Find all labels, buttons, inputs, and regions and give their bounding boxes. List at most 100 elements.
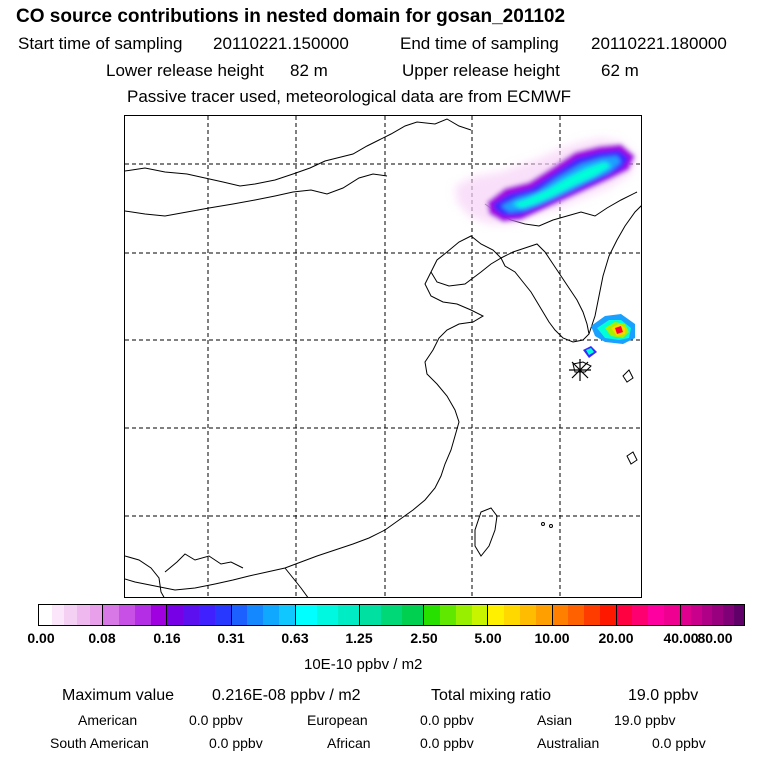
color-scale-swatch xyxy=(247,605,264,625)
color-scale-swatch xyxy=(552,605,569,625)
region-value: 0.0 ppbv xyxy=(420,735,474,751)
color-scale-swatch xyxy=(103,605,119,625)
color-scale-swatch xyxy=(337,605,359,625)
color-scale-swatch xyxy=(504,605,520,625)
color-scale-tick-label: 0.63 xyxy=(281,630,309,646)
color-scale-swatch xyxy=(118,605,135,625)
color-scale-swatch xyxy=(733,605,745,625)
color-scale-block xyxy=(103,605,168,625)
total-mixing-value: 19.0 ppbv xyxy=(628,687,699,704)
color-scale-swatch xyxy=(89,605,103,625)
color-scale-swatch xyxy=(402,605,424,625)
color-scale-block xyxy=(424,605,489,625)
color-scale-block xyxy=(231,605,296,625)
region-value: 0.0 ppbv xyxy=(420,712,474,728)
upper-release-value: 62 m xyxy=(601,61,639,80)
plume-south xyxy=(583,314,635,358)
color-scale-swatch xyxy=(64,605,77,625)
color-scale-swatch xyxy=(664,605,680,625)
map-canvas xyxy=(125,116,641,597)
total-mixing-label: Total mixing ratio xyxy=(431,687,552,704)
tracer-note: Passive tracer used, meteorological data… xyxy=(127,87,572,106)
color-scale-tick-label: 80.00 xyxy=(697,630,733,646)
start-time-label: Start time of sampling xyxy=(18,34,183,53)
color-scale-swatch xyxy=(316,605,338,625)
color-scale-swatch xyxy=(584,605,600,625)
color-scale-tick-label: 0.31 xyxy=(217,630,245,646)
region-name: South American xyxy=(50,735,149,751)
color-scale-swatch xyxy=(150,605,167,625)
end-time-label: End time of sampling xyxy=(400,34,559,53)
color-scale-tick-label: 10.00 xyxy=(534,630,570,646)
color-scale-tick-label: 5.00 xyxy=(474,630,502,646)
release-site-star-icon xyxy=(569,359,591,381)
color-scale-swatch xyxy=(568,605,585,625)
color-scale-swatch xyxy=(471,605,488,625)
region-name: Asian xyxy=(537,712,573,728)
color-scale-swatch xyxy=(295,605,317,625)
color-scale-unit: 10E-10 ppbv / m2 xyxy=(304,656,423,673)
color-scale-swatch xyxy=(632,605,649,625)
color-scale-block xyxy=(680,605,745,625)
color-scale-swatch xyxy=(723,605,734,625)
color-scale-block xyxy=(552,605,617,625)
color-scale-block xyxy=(39,605,104,625)
color-scale-swatch xyxy=(455,605,472,625)
color-scale-bar xyxy=(38,604,745,626)
color-scale-swatch xyxy=(519,605,536,625)
graticule xyxy=(125,116,641,597)
color-scale-swatch xyxy=(535,605,552,625)
color-scale-block xyxy=(295,605,360,625)
color-scale-swatch xyxy=(76,605,90,625)
color-scale-block xyxy=(488,605,553,625)
color-scale-swatch xyxy=(278,605,295,625)
lower-release-value: 82 m xyxy=(290,61,328,80)
max-value-label: Maximum value xyxy=(62,687,175,704)
end-time-value: 20110221.180000 xyxy=(591,34,727,53)
color-scale-swatch xyxy=(712,605,723,625)
region-name: Australian xyxy=(537,735,600,751)
color-scale-swatch xyxy=(381,605,403,625)
region-value: 0.0 ppbv xyxy=(209,735,263,751)
region-name: European xyxy=(307,712,368,728)
color-scale-tick-label: 0.16 xyxy=(153,630,181,646)
color-scale-swatch xyxy=(198,605,215,625)
color-scale-swatch xyxy=(691,605,702,625)
color-scale-swatch xyxy=(214,605,231,625)
color-scale-swatch xyxy=(439,605,456,625)
color-scale-swatch xyxy=(488,605,505,625)
color-scale-swatch xyxy=(359,605,381,625)
upper-release-label: Upper release height xyxy=(402,61,560,80)
start-time-value: 20110221.150000 xyxy=(213,34,349,53)
color-scale-swatch xyxy=(599,605,616,625)
color-scale-swatch xyxy=(231,605,248,625)
plume-north xyxy=(455,138,637,224)
color-scale-block xyxy=(616,605,681,625)
color-scale-swatch xyxy=(51,605,65,625)
color-scale-swatch xyxy=(263,605,279,625)
color-scale-swatch xyxy=(616,605,633,625)
color-scale-tick-label: 0.08 xyxy=(88,630,116,646)
map-panel xyxy=(124,115,642,598)
region-value: 0.0 ppbv xyxy=(652,735,706,751)
color-scale-swatch xyxy=(424,605,440,625)
color-scale-tick-label: 0.00 xyxy=(27,630,55,646)
color-scale-swatch xyxy=(167,605,184,625)
color-scale-block xyxy=(167,605,232,625)
color-scale-block xyxy=(359,605,425,625)
color-scale-swatch xyxy=(39,605,52,625)
region-name: American xyxy=(78,712,138,728)
color-scale-swatch xyxy=(701,605,713,625)
color-scale-swatch xyxy=(648,605,665,625)
color-scale-tick-label: 1.25 xyxy=(345,630,373,646)
region-value: 0.0 ppbv xyxy=(189,712,243,728)
region-value: 19.0 ppbv xyxy=(614,712,676,728)
region-name: African xyxy=(327,735,371,751)
lower-release-label: Lower release height xyxy=(106,61,264,80)
color-scale-swatch xyxy=(680,605,692,625)
color-scale-tick-label: 40.00 xyxy=(663,630,699,646)
color-scale-tick-label: 2.50 xyxy=(410,630,438,646)
color-scale-tick-label: 20.00 xyxy=(598,630,634,646)
map-title: CO source contributions in nested domain… xyxy=(16,6,566,27)
color-scale-swatch xyxy=(183,605,199,625)
